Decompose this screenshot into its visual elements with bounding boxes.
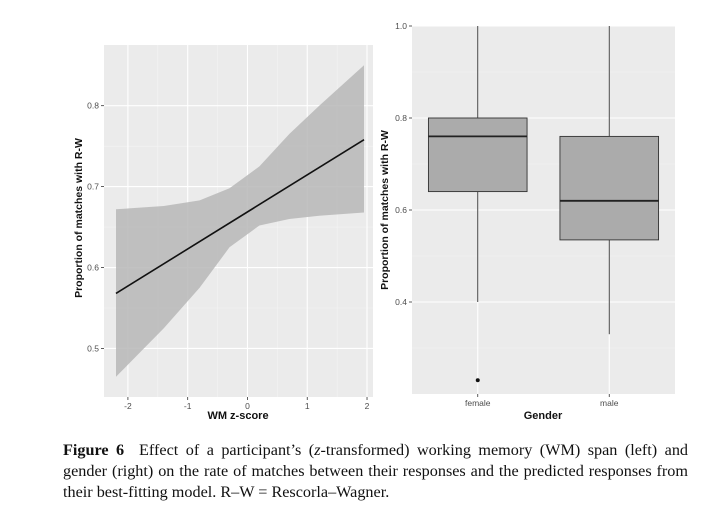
- left-y-tick-label: 0.6: [87, 263, 99, 273]
- figure: -2 -1 0 1 2 0.5 0.6 0.7 0.8 WM z-score Proporti…: [73, 21, 675, 422]
- right-x-axis-label: Gender: [524, 410, 563, 422]
- box-iqr: [559, 135, 660, 241]
- box-outlier-point: [475, 378, 480, 383]
- left-x-tick-label: 2: [365, 401, 370, 411]
- left-x-tick-label: -2: [124, 401, 132, 411]
- right-x-tick-label: male: [600, 398, 619, 408]
- left-y-tick-label: 0.8: [87, 101, 99, 111]
- right-y-axis-label: Proportion of matches with R-W: [379, 130, 391, 290]
- right-boxplots: [427, 26, 660, 383]
- left-y-tick-label: 0.5: [87, 343, 99, 353]
- left-x-tick-label: 1: [305, 401, 310, 411]
- left-x-tick-label: 0: [245, 401, 250, 411]
- left-y-tick-label: 0.7: [87, 182, 99, 192]
- right-y-tick-label: 0.8: [395, 113, 407, 123]
- left-x-axis-label: WM z-score: [207, 410, 268, 422]
- caption-text-italic: z: [314, 441, 321, 459]
- right-y-tick-label: 1.0: [395, 21, 407, 31]
- right-y-tick-label: 0.4: [395, 297, 407, 307]
- figure-caption: Figure 6 Effect of a participant’s (z-tr…: [63, 440, 688, 503]
- left-x-tick-label: -1: [184, 401, 192, 411]
- left-confidence-ribbon: [116, 65, 364, 377]
- caption-label: Figure 6: [63, 441, 125, 459]
- caption-text-pre: Effect of a participant’s (: [139, 441, 315, 459]
- right-chart: female male 0.4 0.6 0.8 1.0 Gender Proportio…: [379, 21, 675, 422]
- left-y-axis-label: Proportion of matches with R-W: [73, 138, 85, 298]
- caption-text-post: -transformed) working memory (WM) span (…: [63, 441, 689, 501]
- right-y-ticks: 0.4 0.6 0.8 1.0: [395, 21, 412, 307]
- left-chart: -2 -1 0 1 2 0.5 0.6 0.7 0.8 WM z-score Proporti…: [73, 45, 373, 422]
- right-x-ticks: female male: [465, 394, 619, 408]
- left-regression-line: [115, 138, 365, 295]
- left-y-ticks: 0.5 0.6 0.7 0.8: [87, 101, 104, 353]
- right-x-tick-label: female: [465, 398, 491, 408]
- left-x-ticks: -2 -1 0 1 2: [124, 397, 370, 411]
- right-y-tick-label: 0.6: [395, 205, 407, 215]
- box-iqr: [427, 117, 528, 193]
